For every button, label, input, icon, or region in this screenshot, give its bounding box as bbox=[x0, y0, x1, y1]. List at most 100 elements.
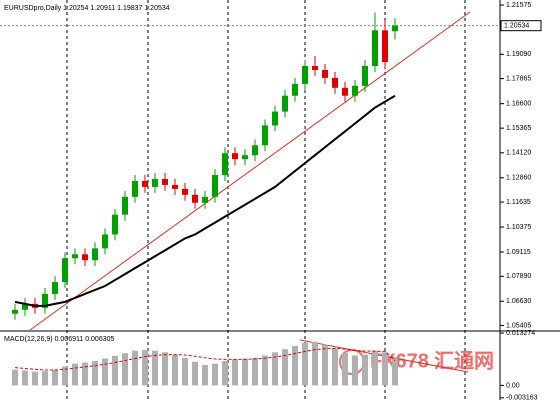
candle-body bbox=[352, 85, 358, 96]
macd-bar bbox=[262, 355, 268, 386]
macd-bar bbox=[42, 371, 48, 386]
candle-body bbox=[312, 66, 318, 70]
macd-bar bbox=[382, 352, 388, 386]
current-price-label: 1.20534 bbox=[504, 23, 529, 30]
macd-bar bbox=[202, 364, 208, 386]
macd-bar bbox=[112, 355, 118, 386]
candle-body bbox=[322, 69, 328, 78]
candle-body bbox=[122, 196, 128, 215]
candle-body bbox=[252, 145, 258, 156]
y2-tick-label: 0.00 bbox=[506, 382, 520, 389]
candle-body bbox=[92, 248, 98, 261]
macd-bar bbox=[92, 360, 98, 386]
candle-body bbox=[132, 180, 138, 197]
macd-bar bbox=[52, 369, 58, 386]
y-tick-label: 1.14120 bbox=[506, 150, 531, 157]
macd-bar bbox=[352, 355, 358, 386]
macd-bar bbox=[342, 353, 348, 386]
macd-bar bbox=[252, 357, 258, 386]
y-tick-label: 1.07890 bbox=[506, 273, 531, 280]
candle-body bbox=[392, 25, 398, 32]
macd-bar bbox=[282, 349, 288, 386]
y-tick-label: 1.09115 bbox=[506, 249, 531, 256]
candle-body bbox=[232, 153, 238, 160]
y-tick-label: 1.19090 bbox=[506, 51, 531, 58]
macd-bar bbox=[322, 344, 328, 386]
macd-bar bbox=[292, 345, 298, 386]
y2-tick-label: 0.013274 bbox=[506, 330, 535, 337]
watermark: 汇通网 bbox=[434, 349, 494, 372]
macd-bar bbox=[182, 357, 188, 386]
candle-body bbox=[152, 178, 158, 187]
candle-body bbox=[142, 180, 148, 187]
macd-bar bbox=[222, 360, 228, 386]
y-tick-label: 1.06630 bbox=[506, 298, 531, 305]
candle-body bbox=[162, 178, 168, 185]
candle-body bbox=[332, 77, 338, 88]
y-tick-label: 1.15365 bbox=[506, 125, 531, 132]
candle-body bbox=[362, 66, 368, 86]
macd-bar bbox=[332, 348, 338, 386]
candle-body bbox=[302, 66, 308, 84]
macd-bar bbox=[372, 350, 378, 386]
candle-body bbox=[72, 254, 78, 259]
candle-body bbox=[12, 309, 18, 314]
macd-title: MACD(12,26,9) 0.006911 0.006305 bbox=[4, 336, 114, 343]
candle-body bbox=[202, 196, 208, 203]
candle-body bbox=[342, 87, 348, 96]
y-tick-label: 1.16600 bbox=[506, 101, 531, 108]
macd-bar bbox=[272, 352, 278, 386]
current-price-box bbox=[500, 20, 542, 32]
macd-bar bbox=[142, 349, 148, 386]
macd-bar bbox=[212, 363, 218, 386]
macd-bar bbox=[82, 362, 88, 386]
macd-bar bbox=[362, 354, 368, 386]
candle-body bbox=[292, 83, 298, 96]
macd-bar bbox=[162, 352, 168, 386]
candle-body bbox=[262, 125, 268, 146]
candle-body bbox=[382, 30, 388, 63]
candle-body bbox=[62, 258, 68, 283]
candle-body bbox=[222, 153, 228, 176]
y-tick-label: 1.21575 bbox=[506, 2, 531, 9]
y-tick-label: 1.17865 bbox=[506, 75, 531, 82]
chart-title: EURUSDpro,Daily 1.20254 1.20911 1.19837 … bbox=[4, 5, 170, 12]
y-tick-label: 1.05405 bbox=[506, 322, 531, 329]
candle-body bbox=[82, 254, 88, 261]
signal-line bbox=[14, 347, 396, 371]
candle-body bbox=[42, 293, 48, 308]
candle-body bbox=[272, 111, 278, 126]
candle-body bbox=[112, 214, 118, 235]
macd-bar bbox=[22, 370, 28, 386]
macd-bar bbox=[32, 371, 38, 386]
candle-body bbox=[182, 188, 188, 195]
candle-body bbox=[172, 184, 178, 189]
candle-body bbox=[192, 194, 198, 203]
candle-body bbox=[212, 175, 218, 197]
candle-body bbox=[102, 234, 108, 249]
y-tick-label: 1.10375 bbox=[506, 224, 531, 231]
y2-tick-label: -0.003163 bbox=[506, 395, 538, 400]
watermark: FX678 bbox=[370, 350, 429, 372]
macd-bar bbox=[192, 361, 198, 386]
trend-line bbox=[29, 11, 471, 331]
macd-bar bbox=[102, 358, 108, 386]
moving-average bbox=[14, 94, 396, 307]
macd-bar bbox=[232, 359, 238, 386]
candle-body bbox=[242, 155, 248, 160]
macd-bar bbox=[302, 342, 308, 386]
macd-bar bbox=[152, 350, 158, 386]
macd-bar bbox=[312, 342, 318, 386]
candle-body bbox=[372, 30, 378, 67]
macd-bar bbox=[242, 358, 248, 386]
macd-bar bbox=[392, 358, 398, 386]
macd-bar bbox=[132, 350, 138, 386]
candle-body bbox=[52, 282, 58, 294]
candle-body bbox=[22, 303, 28, 310]
y-tick-label: 1.11635 bbox=[506, 199, 531, 206]
macd-bar bbox=[72, 363, 78, 386]
candle-body bbox=[282, 95, 288, 112]
y-tick-label: 1.12860 bbox=[506, 175, 531, 182]
